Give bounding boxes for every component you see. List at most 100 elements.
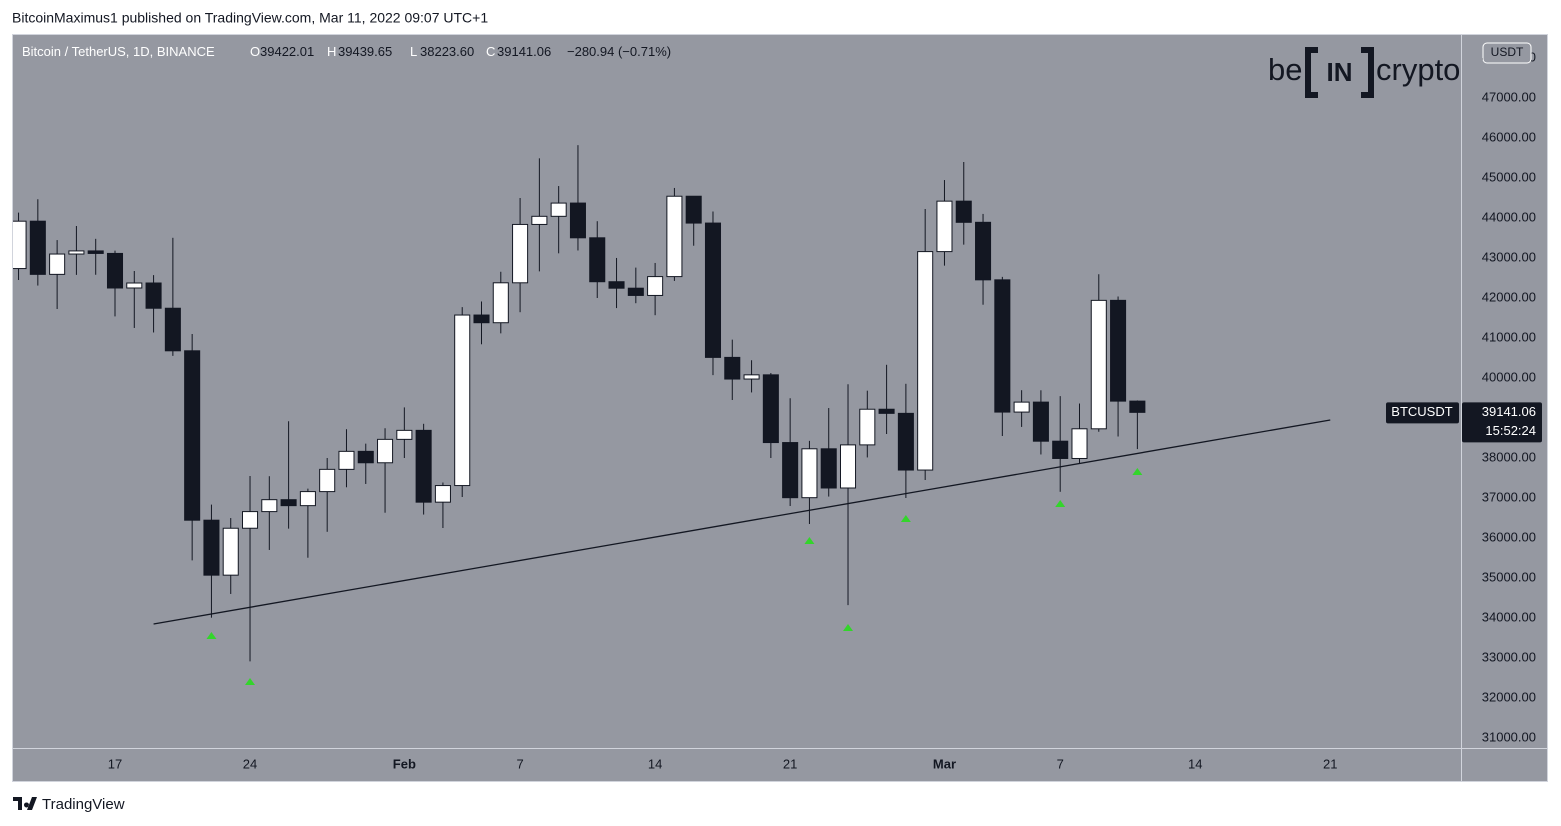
- candle-body: [68, 250, 85, 255]
- y-tick-label: 33000.00: [1482, 649, 1536, 664]
- candle-body: [955, 200, 972, 223]
- candle-body: [29, 220, 46, 275]
- y-tick-label: 43000.00: [1482, 249, 1536, 264]
- candle-body: [492, 282, 509, 324]
- ohlc-value: 39439.65: [338, 44, 392, 59]
- y-tick-label: 40000.00: [1482, 369, 1536, 384]
- candle-body: [1071, 428, 1088, 459]
- y-tick-label: 41000.00: [1482, 329, 1536, 344]
- symbol: Bitcoin / TetherUS, 1D, BINANCE: [22, 44, 215, 59]
- signal-marker: [804, 537, 815, 544]
- candle-body: [1052, 440, 1069, 459]
- ohlc-label: H: [327, 44, 336, 59]
- ohlc-value: 38223.60: [420, 44, 474, 59]
- candle-body: [685, 195, 702, 224]
- candle-body: [126, 282, 143, 289]
- candle-body: [550, 202, 567, 217]
- candle-body: [647, 276, 664, 296]
- x-tick-label: Feb: [393, 756, 416, 771]
- watermark-text: crypto: [1376, 52, 1460, 87]
- y-tick-label: 31000.00: [1482, 729, 1536, 744]
- unit-badge: [1482, 42, 1532, 64]
- candle-body: [878, 408, 895, 414]
- watermark-bracket: [1305, 47, 1374, 98]
- ohlc-label: L: [410, 44, 417, 59]
- candle-body: [299, 491, 316, 507]
- candle-body: [203, 519, 220, 576]
- candle-body: [106, 252, 124, 289]
- candle-body: [627, 287, 644, 296]
- change: −280.94 (−0.71%): [567, 44, 671, 59]
- signal-marker: [1132, 468, 1143, 475]
- candle-body: [1129, 400, 1146, 413]
- candle-body: [531, 215, 548, 225]
- watermark-text: IN: [1327, 57, 1353, 87]
- candle-body: [280, 499, 297, 507]
- candle-body: [569, 202, 586, 239]
- unit-badge-text: USDT: [1491, 45, 1524, 59]
- candle-body: [164, 307, 181, 352]
- candle-body: [936, 200, 953, 253]
- x-tick-label: 14: [648, 756, 662, 771]
- candle-body: [473, 314, 490, 324]
- y-tick-label: 47000.00: [1482, 89, 1536, 104]
- trend-line: [153, 419, 1331, 625]
- x-tick-label: 24: [243, 756, 257, 771]
- candle-body: [1110, 299, 1127, 402]
- candle-body: [608, 281, 625, 289]
- y-tick-label: 34000.00: [1482, 609, 1536, 624]
- candle-body: [454, 314, 471, 487]
- candle-body: [589, 237, 606, 283]
- candle-body: [704, 222, 722, 358]
- signal-marker: [843, 624, 854, 631]
- plot-area: [13, 145, 1331, 685]
- y-tick-label: 37000.00: [1482, 489, 1536, 504]
- y-tick-label: 35000.00: [1482, 569, 1536, 584]
- symbol-legend: Bitcoin / TetherUS, 1D, BINANCE O 39422.…: [22, 44, 671, 59]
- y-tick-label: 42000.00: [1482, 289, 1536, 304]
- x-tick-label: 21: [783, 756, 797, 771]
- y-tick-label: 46000.00: [1482, 129, 1536, 144]
- candle-body: [1032, 401, 1049, 442]
- watermark: be IN crypto: [1268, 47, 1460, 98]
- signal-marker: [206, 632, 217, 639]
- candle-body: [338, 450, 355, 470]
- y-tick-label: 38000.00: [1482, 449, 1536, 464]
- symbol-tag: [1386, 402, 1459, 424]
- y-tick-label: 32000.00: [1482, 689, 1536, 704]
- candle-body: [377, 438, 394, 464]
- price-tag-text: 39141.06: [1482, 404, 1536, 419]
- candle-body: [762, 374, 779, 444]
- ohlc-value: 39422.01: [260, 44, 314, 59]
- y-tick-label: 45000.00: [1482, 169, 1536, 184]
- publish-header: BitcoinMaximus1 published on TradingView…: [12, 10, 488, 26]
- ohlc-label: O: [250, 44, 260, 59]
- chart-frame: [12, 34, 1548, 782]
- candle-body: [743, 374, 760, 380]
- candle-body: [917, 251, 934, 471]
- y-tick-label: 36000.00: [1482, 529, 1536, 544]
- candle-body: [434, 485, 451, 503]
- candle-body: [222, 527, 239, 576]
- x-tick-label: 14: [1188, 756, 1202, 771]
- candle-body: [975, 221, 992, 281]
- candle-body: [13, 220, 27, 270]
- candle-body: [49, 253, 66, 275]
- ohlc-label: C: [486, 44, 495, 59]
- candle-body: [242, 511, 259, 529]
- candle-body: [820, 448, 837, 489]
- x-tick-label: 7: [1057, 756, 1064, 771]
- watermark-text: be: [1268, 52, 1302, 87]
- signal-marker: [245, 678, 256, 685]
- candle-body: [319, 468, 336, 493]
- symbol-tag-text: BTCUSDT: [1391, 404, 1452, 419]
- candle-body: [839, 444, 857, 489]
- candle-body: [261, 499, 278, 513]
- candle-body: [1090, 299, 1107, 430]
- candle-body: [897, 412, 914, 471]
- candle-body: [87, 250, 104, 254]
- candle-body: [512, 223, 529, 284]
- candle-body: [782, 442, 799, 499]
- signal-marker: [900, 515, 911, 522]
